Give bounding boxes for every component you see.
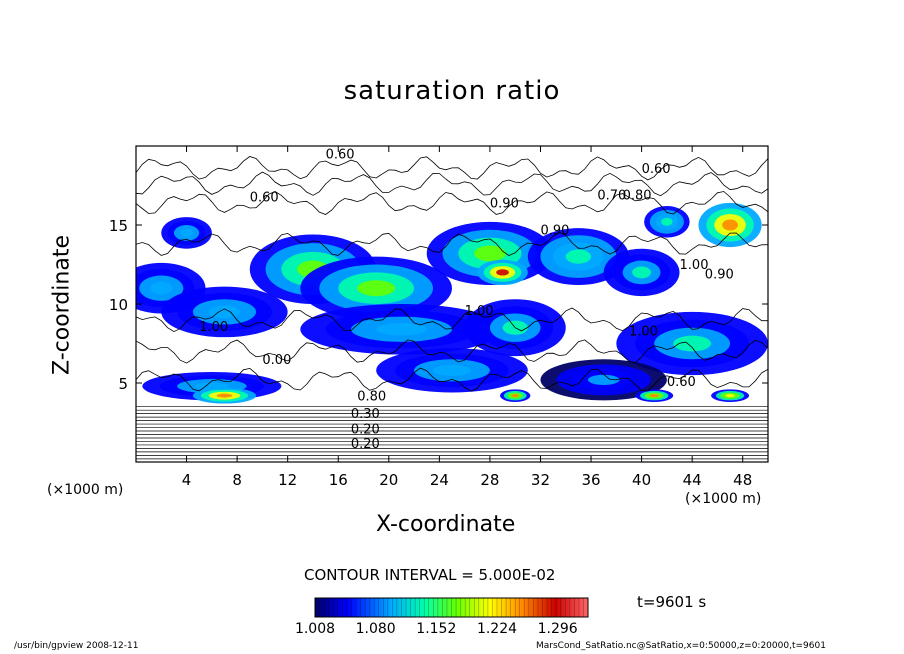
contour-label: 1.00	[465, 304, 494, 319]
x-axis-label: X-coordinate	[376, 512, 516, 537]
x-axis-unit: (×1000 m)	[685, 491, 762, 507]
x-tick-label: 20	[379, 471, 398, 489]
shaded-region	[673, 335, 712, 352]
x-tick-label: 40	[632, 471, 651, 489]
contour-line	[136, 156, 768, 181]
x-tick-label: 12	[278, 471, 297, 489]
x-tick-label: 24	[430, 471, 449, 489]
shaded-region	[649, 394, 659, 398]
shaded-region	[587, 374, 620, 385]
shaded-region	[722, 219, 738, 231]
shaded-region	[150, 281, 173, 295]
shaded-region	[216, 393, 233, 398]
y-axis-label: Z-coordinate	[49, 235, 75, 375]
contour-label: 1.00	[629, 325, 658, 340]
contour-label: 0.60	[250, 190, 279, 205]
contour-label: 0.60	[667, 375, 696, 390]
shaded-region	[180, 228, 193, 237]
colorbar-tick-label: 1.080	[355, 621, 396, 637]
contour-label: 0.30	[351, 407, 380, 422]
contour-label: 0.20	[351, 437, 380, 452]
contour-label: 0.00	[262, 353, 291, 368]
time-label: t=9601 s	[637, 593, 707, 611]
contour-line	[136, 191, 768, 215]
contour-label: 0.80	[623, 189, 652, 204]
shaded-region	[725, 394, 735, 398]
contour-label: 1.00	[680, 258, 709, 273]
x-tick-label: 32	[531, 471, 550, 489]
contour-label: 1.00	[199, 320, 228, 335]
y-tick-label: 15	[109, 217, 128, 235]
x-tick-label: 16	[329, 471, 348, 489]
contour-label: 0.70	[597, 189, 626, 204]
y-tick-label: 5	[118, 375, 128, 393]
contour-label: 0.80	[357, 389, 386, 404]
shaded-region	[208, 305, 241, 319]
x-tick-label: 44	[683, 471, 702, 489]
x-tick-label: 36	[581, 471, 600, 489]
contour-line	[136, 231, 768, 256]
colorbar-stripes	[319, 598, 584, 617]
contour-line	[136, 339, 768, 364]
x-tick-label: 28	[480, 471, 499, 489]
shaded-region	[632, 266, 652, 279]
colorbar-tick-label: 1.008	[294, 621, 336, 637]
contour-label: 0.90	[705, 268, 734, 283]
shaded-region	[496, 269, 509, 276]
y-axis: 5 10 15	[109, 217, 768, 393]
colorbar-tick-label: 1.152	[416, 621, 457, 637]
x-tick-label: 8	[232, 471, 242, 489]
shaded-region	[661, 217, 673, 226]
shaded-region	[474, 245, 506, 262]
chart-title: saturation ratio	[343, 76, 561, 106]
contour-line	[136, 367, 768, 392]
contour-interval: CONTOUR INTERVAL = 5.000E-02	[304, 566, 556, 584]
contour-label: 0.60	[326, 148, 355, 163]
footer-left: /usr/bin/gpview 2008-12-11	[14, 641, 139, 651]
shaded-region	[511, 394, 519, 398]
plot-area: 0.600.600.60 0.700.800.901.001.001.001.00…	[136, 148, 768, 460]
contour-line	[136, 171, 768, 197]
footer-right: MarsCond_SatRatio.nc@SatRatio,x=0:50000,…	[536, 641, 826, 651]
shaded-region	[376, 322, 427, 336]
y-tick-label: 10	[109, 296, 128, 314]
shaded-region	[433, 364, 471, 376]
contour-label: 0.90	[490, 197, 519, 212]
shaded-region	[357, 280, 396, 297]
x-axis: 4 8 12 16 20 24 28 32 36 40 44 48	[182, 146, 752, 489]
x-tick-label: 4	[182, 471, 192, 489]
shaded-region	[565, 249, 592, 264]
x-tick-label: 48	[733, 471, 752, 489]
contour-label: 0.20	[351, 423, 380, 438]
colorbar-tick-label: 1.296	[537, 621, 578, 637]
y-axis-unit: (×1000 m)	[47, 482, 124, 498]
contour-label: 0.90	[540, 223, 569, 238]
contour-line	[136, 307, 768, 333]
colorbar-tick-label: 1.224	[476, 621, 518, 637]
contour-label: 0.60	[642, 162, 671, 177]
